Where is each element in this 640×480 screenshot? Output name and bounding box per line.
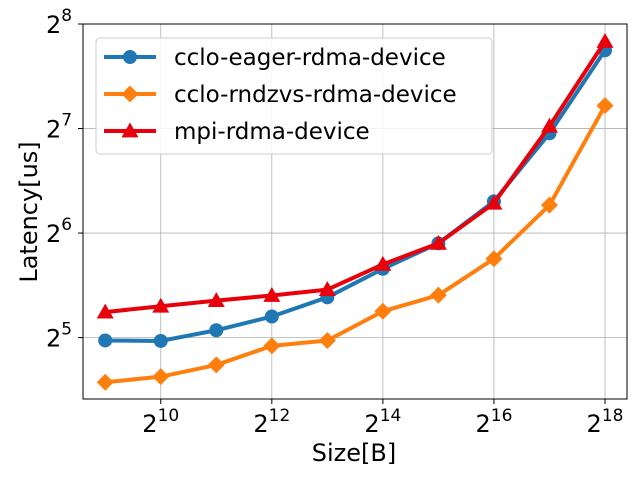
plot-frame — [82, 23, 628, 400]
legend-item: cclo-eager-rdma-device — [104, 45, 446, 71]
data-point — [264, 309, 279, 324]
legend-marker — [121, 85, 139, 103]
legend-marker — [123, 50, 137, 64]
legend: cclo-eager-rdma-device cclo-rndzvs-rdma-d… — [95, 37, 493, 155]
data-point — [318, 331, 336, 349]
data-point — [96, 303, 114, 319]
x-axis-label: Size[B] — [312, 439, 396, 467]
data-point — [485, 194, 503, 210]
legend-label: cclo-rndzvs-rdma-device — [174, 82, 457, 108]
series-mpi-rdma-device — [96, 32, 614, 319]
data-point — [152, 368, 170, 386]
data-point — [207, 356, 225, 374]
data-point — [540, 196, 558, 214]
legend-label: cclo-eager-rdma-device — [174, 45, 446, 71]
legend-box — [95, 37, 493, 155]
legend-item: cclo-rndzvs-rdma-device — [104, 82, 457, 108]
legend-label: mpi-rdma-device — [174, 119, 370, 145]
data-point — [98, 333, 113, 348]
y-axis-label: Latency[us] — [15, 141, 43, 282]
x-tick-label: 214 — [364, 406, 401, 438]
data-point — [596, 97, 614, 115]
legend-item: mpi-rdma-device — [104, 119, 370, 145]
data-point — [96, 373, 114, 391]
x-tick-label: 212 — [253, 406, 290, 438]
legend-marker — [121, 122, 139, 138]
data-point — [429, 234, 447, 250]
y-tick-label: 25 — [46, 320, 72, 353]
y-tick-label: 26 — [46, 215, 72, 248]
x-tick-label: 210 — [142, 406, 179, 438]
data-point — [207, 292, 225, 307]
y-tick-label: 28 — [46, 6, 72, 39]
x-tick-group: 210 212 214 216 218 — [142, 399, 623, 438]
data-point — [209, 323, 224, 338]
data-point — [263, 287, 281, 302]
data-point — [263, 337, 281, 355]
data-point — [429, 286, 447, 304]
series-group — [96, 32, 614, 391]
data-point — [485, 250, 503, 268]
series-cclo-rndzvs-rdma-device — [96, 97, 614, 391]
y-tick-group: 25 26 27 28 — [46, 6, 83, 353]
data-point — [374, 255, 392, 271]
data-point — [153, 333, 168, 348]
x-tick-label: 218 — [587, 406, 624, 438]
data-point — [374, 302, 392, 320]
data-point — [540, 117, 558, 133]
data-point — [152, 297, 170, 313]
series-line — [105, 104, 607, 385]
y-tick-label: 27 — [46, 111, 72, 144]
data-point — [596, 32, 614, 48]
data-point — [318, 281, 336, 296]
x-tick-label: 216 — [475, 406, 512, 438]
series-line — [105, 40, 607, 315]
